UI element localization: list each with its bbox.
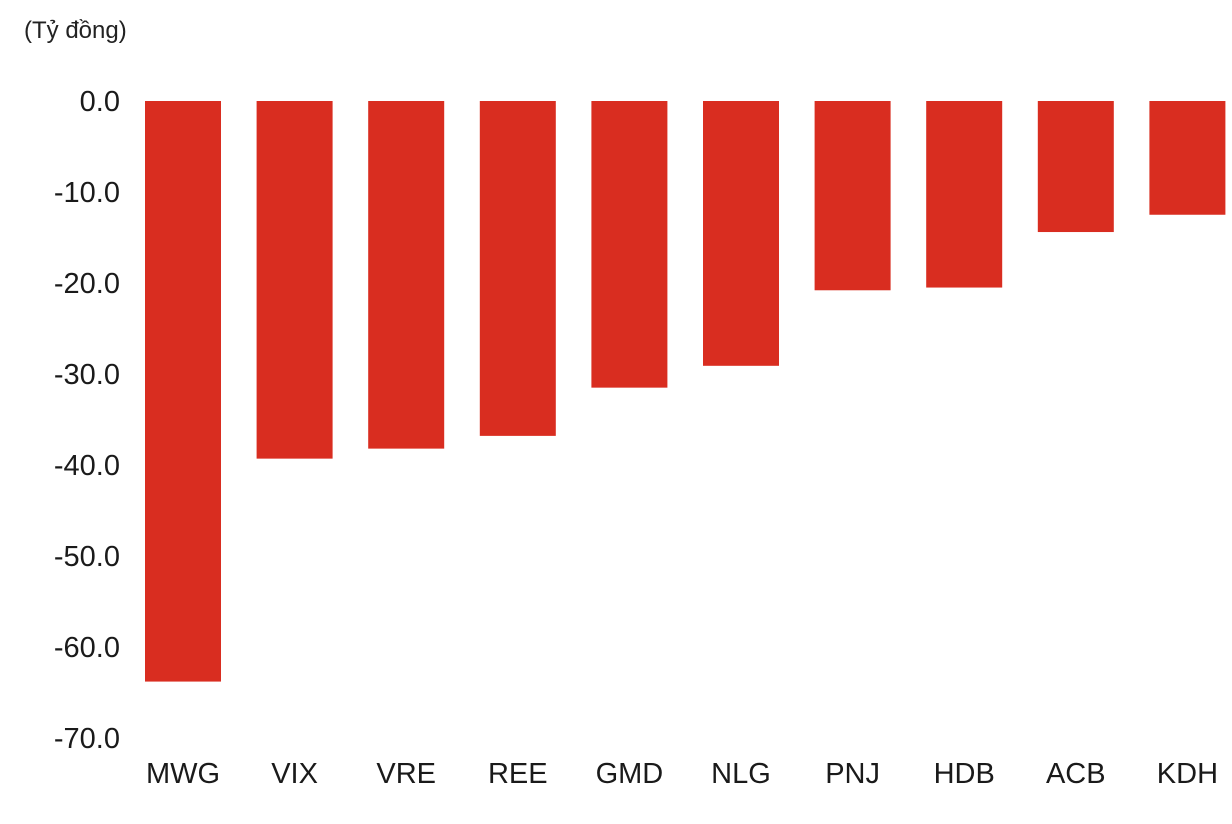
y-axis-unit-label: (Tỷ đồng) [24,17,127,44]
y-tick-label: -60.0 [54,632,120,664]
bar-kdh [1149,101,1226,215]
y-tick-label: -30.0 [54,359,120,391]
x-category-label: MWG [146,758,220,790]
x-category-label: HDB [934,758,995,790]
x-category-label: KDH [1157,758,1218,790]
x-category-label: REE [488,758,548,790]
y-tick-label: -20.0 [54,268,120,300]
y-tick-label: -70.0 [54,723,120,755]
x-category-label: PNJ [825,758,880,790]
x-category-label: GMD [596,758,664,790]
bar-pnj [814,101,891,291]
bar-nlg [703,101,779,366]
bar-hdb [926,101,1003,288]
y-tick-label: 0.0 [80,86,120,118]
bar-ree [479,101,556,436]
x-category-label: ACB [1046,758,1106,790]
y-tick-label: -50.0 [54,541,120,573]
bar-mwg [145,101,221,682]
bar-vix [256,101,333,459]
y-axis-ticks: 0.0 -10.0 -20.0 -30.0 -40.0 -50.0 -60.0 -70.0 [54,86,120,755]
y-tick-label: -40.0 [54,450,120,482]
bar-acb [1037,101,1114,233]
x-axis-labels: MWG VIX VRE REE GMD NLG PNJ HDB ACB KDH [146,758,1218,790]
x-category-label: VIX [271,758,318,790]
bar-gmd [591,101,668,388]
y-tick-label: -10.0 [54,177,120,209]
bar-vre [368,101,445,449]
bars [145,101,1226,682]
x-category-label: NLG [711,758,771,790]
x-category-label: VRE [376,758,436,790]
